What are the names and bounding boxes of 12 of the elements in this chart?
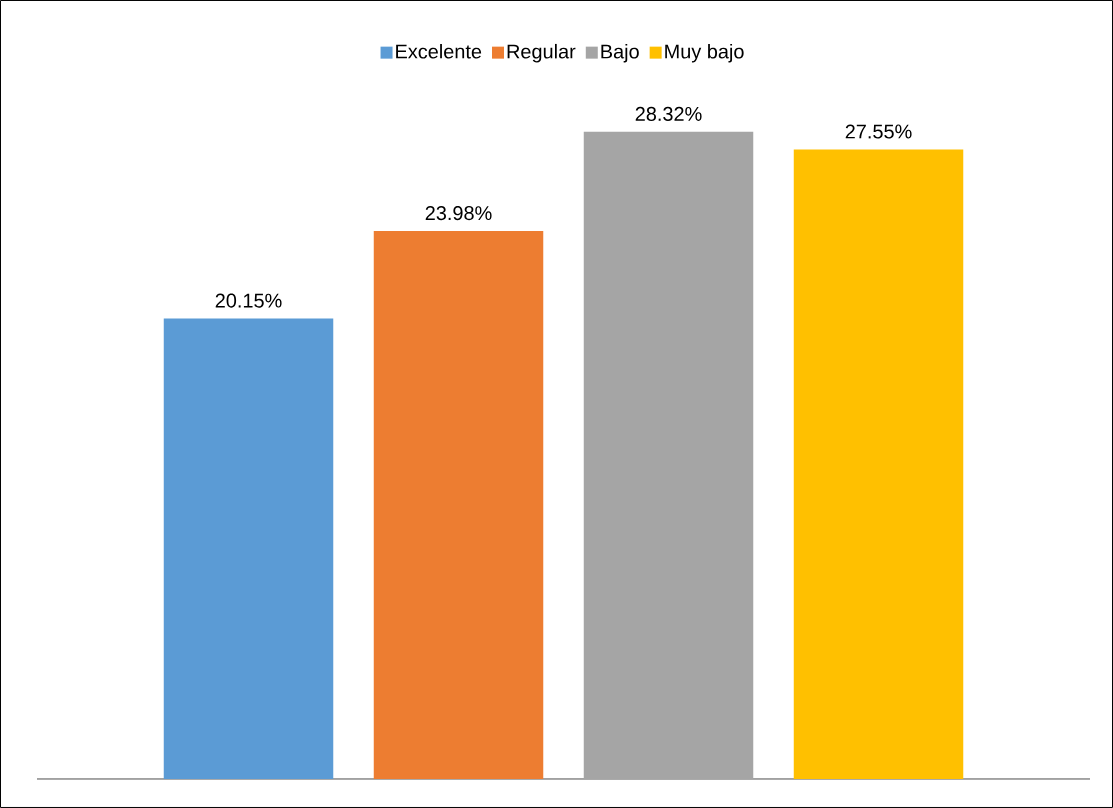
bar [583, 131, 754, 779]
data-label: 27.55% [845, 124, 912, 139]
legend-label: Bajo [601, 43, 639, 63]
data-label: 28.32% [635, 106, 702, 121]
bar [373, 230, 544, 779]
bar [793, 149, 964, 779]
data-label: 23.98% [425, 206, 492, 221]
legend-label: Muy bajo [665, 43, 744, 63]
legend-label: Regular [507, 43, 576, 63]
legend-label: Excelente [396, 43, 482, 59]
bar [163, 318, 334, 779]
data-label: 20.15% [215, 293, 282, 308]
